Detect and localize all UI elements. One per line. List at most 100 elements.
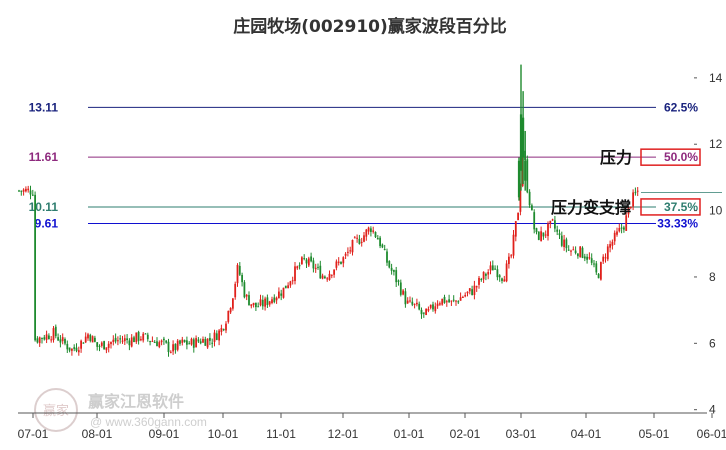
y-tick-label: 4 <box>709 403 716 417</box>
candle-body <box>149 341 151 343</box>
candle-body <box>597 273 600 279</box>
x-tick-label: 10-01 <box>208 427 239 441</box>
candle-body <box>593 263 595 265</box>
candle-body <box>441 298 444 305</box>
candle-body <box>432 304 434 310</box>
x-tick-label: 09-01 <box>149 427 180 441</box>
candle-body <box>459 297 462 301</box>
candle-body <box>174 343 177 351</box>
candle-body <box>119 338 122 340</box>
chart-title: 庄园牧场(002910)赢家波段百分比 <box>233 16 507 37</box>
candle-body <box>165 340 168 343</box>
candle-body <box>349 250 352 252</box>
candle-body <box>344 253 347 256</box>
candle-body <box>188 343 191 345</box>
candle-body <box>372 230 375 232</box>
candle-body <box>280 293 283 296</box>
candle-body <box>268 301 271 305</box>
x-tick-label: 07-01 <box>18 427 49 441</box>
x-tick-label: 01-01 <box>394 427 425 441</box>
candle-body <box>404 291 407 305</box>
candle-body <box>68 347 71 351</box>
candle-body <box>61 337 64 342</box>
candle-body <box>317 266 319 268</box>
candle-body <box>100 342 103 346</box>
candle-body <box>133 337 135 343</box>
watermark-seal-text: 赢家 <box>43 403 69 419</box>
candle-body <box>383 249 386 251</box>
candle-body <box>416 302 418 305</box>
candle-body <box>114 337 117 342</box>
candle-body <box>103 341 105 350</box>
candle-body <box>89 334 92 341</box>
candle-body <box>514 221 517 237</box>
candle-body <box>494 268 496 270</box>
candle-body <box>59 339 62 343</box>
candle-body <box>96 342 99 347</box>
candle-body <box>526 159 529 193</box>
candle-body <box>572 249 575 251</box>
candle-body <box>183 339 186 343</box>
candle-body <box>533 212 536 230</box>
candle-body <box>625 215 628 231</box>
level-pct-label: 62.5% <box>664 100 698 114</box>
candle-body <box>487 272 490 275</box>
candle-body <box>409 300 411 302</box>
candle-body <box>126 338 128 340</box>
x-tick-label: 05-01 <box>639 427 670 441</box>
candle-body <box>289 281 292 286</box>
candle-body <box>326 278 329 280</box>
candle-body <box>333 269 335 275</box>
candle-body <box>144 333 147 335</box>
candle-body <box>480 279 483 281</box>
watermark: 赢家 赢家江恩软件 @ www.360gann.com <box>34 388 207 432</box>
candle-body <box>319 265 322 279</box>
candle-body <box>324 276 326 279</box>
candle-body <box>25 188 27 192</box>
candle-body <box>374 231 377 238</box>
candle-body <box>245 294 248 297</box>
candle-body <box>351 239 354 253</box>
candle-body <box>356 237 358 239</box>
candle-body <box>48 335 50 340</box>
candle-body <box>560 235 563 246</box>
candle-body <box>38 337 41 344</box>
candle-body <box>540 231 542 241</box>
candle-body <box>130 337 133 347</box>
candle-body <box>204 339 207 346</box>
candle-body <box>158 342 161 348</box>
candle-body <box>606 246 609 260</box>
level-pct-label: 33.33% <box>657 217 698 231</box>
candle-body <box>142 333 145 341</box>
candle-body <box>227 310 230 322</box>
candle-body <box>241 274 243 283</box>
candle-body <box>321 275 324 279</box>
candle-body <box>172 344 174 352</box>
candle-body <box>218 330 220 341</box>
candle-body <box>66 343 69 350</box>
candle-body <box>512 234 515 256</box>
percentage-levels: 13.11 62.5% 11.61 50.0% 10.11 37.5% 9.61 33.33% <box>29 100 722 231</box>
candle-body <box>393 270 395 272</box>
candle-body <box>565 239 568 249</box>
candle-body <box>236 264 239 284</box>
candle-body <box>215 333 218 340</box>
candle-body <box>169 351 172 353</box>
candle-body <box>600 262 602 280</box>
candle-body <box>128 340 131 346</box>
candle-body <box>146 334 149 340</box>
candle-body <box>406 300 409 304</box>
candle-body <box>54 326 57 337</box>
candle-body <box>211 342 214 344</box>
candle-body <box>234 283 237 298</box>
candle-body <box>551 219 554 221</box>
candle-body <box>563 239 565 248</box>
level-pct-label: 50.0% <box>664 150 698 164</box>
candle-body <box>544 234 547 236</box>
y-axis: 4 6 8 10 12 14 <box>694 71 723 417</box>
candle-body <box>91 336 94 343</box>
candle-body <box>229 307 232 313</box>
candle-body <box>367 227 370 232</box>
candle-body <box>206 338 209 348</box>
candle-body <box>75 347 78 351</box>
